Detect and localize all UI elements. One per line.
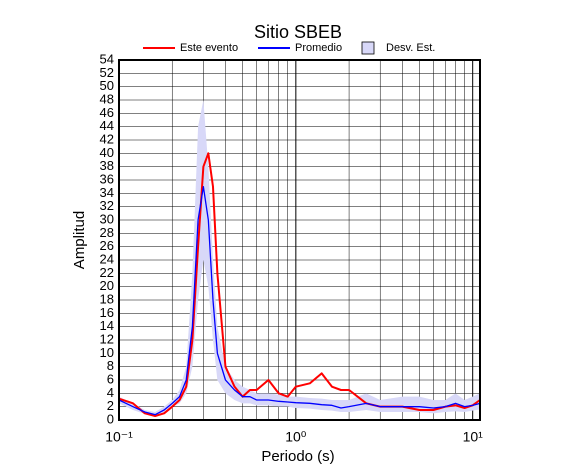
legend-label: Promedio — [295, 42, 342, 54]
y-tick-label: 22 — [100, 265, 114, 280]
legend-swatch — [361, 41, 375, 55]
y-tick-label: 16 — [100, 305, 114, 320]
y-tick-label: 48 — [100, 91, 114, 106]
chart-title: Sitio SBEB — [254, 22, 342, 42]
y-tick-label: 50 — [100, 78, 114, 93]
x-tick-label: 10⁻¹ — [105, 429, 133, 445]
y-tick-label: 34 — [100, 185, 114, 200]
series-line — [118, 186, 481, 416]
plot-frame — [118, 59, 481, 421]
y-tick-label: 38 — [100, 158, 114, 173]
std-band — [119, 100, 480, 417]
x-tick-label: 10⁰ — [285, 429, 307, 445]
series-line — [118, 152, 481, 417]
y-tick-label: 8 — [107, 358, 114, 373]
y-tick-label: 12 — [100, 331, 114, 346]
y-tick-label: 10 — [100, 345, 114, 360]
y-tick-label: 32 — [100, 198, 114, 213]
x-tick-label: 10¹ — [463, 429, 484, 445]
y-tick-label: 40 — [100, 145, 114, 160]
legend-label: Este evento — [180, 42, 238, 54]
y-tick-label: 44 — [100, 118, 114, 133]
y-tick-label: 54 — [100, 51, 114, 66]
y-tick-label: 26 — [100, 238, 114, 253]
y-tick-label: 2 — [107, 398, 114, 413]
y-tick-label: 20 — [100, 278, 114, 293]
y-tick-label: 36 — [100, 171, 114, 186]
y-tick-label: 42 — [100, 131, 114, 146]
y-tick-label: 28 — [100, 225, 114, 240]
y-tick-label: 52 — [100, 65, 114, 80]
y-tick-label: 18 — [100, 291, 114, 306]
y-tick-label: 14 — [100, 318, 114, 333]
y-tick-label: 6 — [107, 371, 114, 386]
x-axis-label: Periodo (s) — [261, 448, 334, 465]
y-tick-label: 46 — [100, 105, 114, 120]
y-tick-label: 0 — [107, 411, 114, 426]
legend-label: Desv. Est. — [386, 42, 435, 54]
y-tick-label: 4 — [107, 385, 114, 400]
y-tick-label: 24 — [100, 251, 114, 266]
y-tick-label: 30 — [100, 211, 114, 226]
y-axis-label: Amplitud — [71, 211, 88, 269]
